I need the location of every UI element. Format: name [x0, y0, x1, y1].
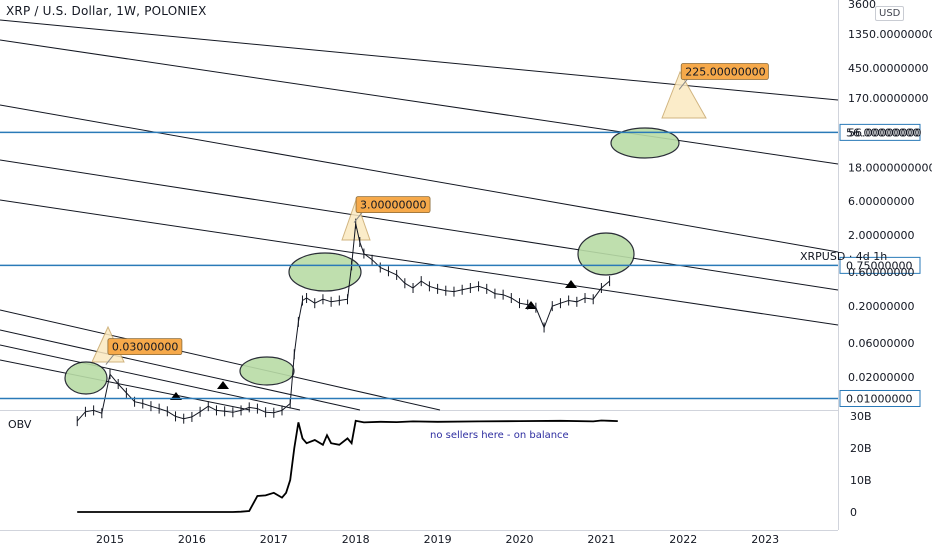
obv-y-tick-label: 20B	[850, 442, 872, 455]
highlight-ellipse	[610, 127, 680, 159]
y-tick-label: 170.00000000	[848, 92, 928, 105]
x-tick-label: 2016	[178, 533, 206, 546]
channel-line	[0, 19, 839, 101]
callout-pointer	[105, 354, 115, 365]
highlight-ellipse	[239, 356, 295, 386]
currency-button[interactable]: USD	[875, 6, 905, 21]
obv-y-tick-label: 30B	[850, 410, 872, 423]
callout-label: 0.03000000	[112, 341, 178, 354]
level-label: 56.00000000	[846, 126, 919, 139]
price-line	[76, 223, 610, 422]
y-tick-label: 2.00000000	[848, 229, 914, 242]
obv-pane-label: OBV	[8, 418, 32, 431]
highlight-ellipse	[288, 252, 362, 292]
y-tick-label: 0.20000000	[848, 300, 914, 313]
callout-box	[355, 196, 431, 214]
level-tag	[839, 389, 921, 407]
x-tick-label: 2017	[260, 533, 288, 546]
y-tick-label: 1350.00000000	[848, 28, 932, 41]
channel-line	[0, 329, 361, 411]
y-tick-label: 0.60000000	[848, 266, 914, 279]
y-tick-label: 0.06000000	[848, 337, 914, 350]
highlight-ellipse	[64, 361, 108, 395]
obv-y-tick-label: 10B	[850, 474, 872, 487]
chart-title: XRP / U.S. Dollar, 1W, POLONIEX	[6, 4, 207, 18]
symbol-price-label: XRPUSD · 4d 1h	[800, 250, 887, 263]
y-tick-label: 6.00000000	[848, 195, 914, 208]
callout-pointer	[678, 79, 688, 90]
level-label: 0.01000000	[846, 392, 912, 405]
channel-line	[0, 104, 839, 253]
y-tick-label: 3600	[848, 0, 876, 11]
y-tick-label: 0.02000000	[848, 371, 914, 384]
highlight-ellipse	[577, 232, 635, 276]
x-tick-label: 2019	[424, 533, 452, 546]
y-tick-label: 18.00000000000	[848, 161, 932, 174]
obv-line	[77, 419, 618, 513]
x-tick-label: 2020	[506, 533, 534, 546]
x-tick-label: 2018	[342, 533, 370, 546]
callout-label: 3.00000000	[360, 199, 426, 212]
x-tick-label: 2021	[587, 533, 615, 546]
pump-triangle	[661, 70, 707, 119]
level-label: 0.75000000	[846, 259, 912, 272]
support-marker	[565, 280, 577, 288]
x-tick-label: 2023	[751, 533, 779, 546]
obv-y-tick-label: 0	[850, 506, 857, 519]
callout-label: 225.00000000	[685, 65, 765, 78]
level-tag	[839, 123, 921, 141]
channel-line	[0, 309, 441, 411]
x-tick-label: 2022	[669, 533, 697, 546]
y-tick-label: 56.00000000	[848, 126, 921, 139]
y-tick-label: 450.00000000	[848, 62, 928, 75]
x-tick-label: 2015	[96, 533, 124, 546]
callout-pointer	[353, 212, 363, 223]
obv-annotation: no sellers here - on balance	[430, 430, 569, 441]
callout-box	[107, 338, 183, 356]
channel-line	[0, 159, 839, 291]
support-marker	[217, 381, 229, 389]
level-tag	[839, 256, 921, 274]
callout-box	[680, 63, 769, 80]
channel-line	[0, 199, 839, 326]
channel-line	[0, 39, 839, 165]
